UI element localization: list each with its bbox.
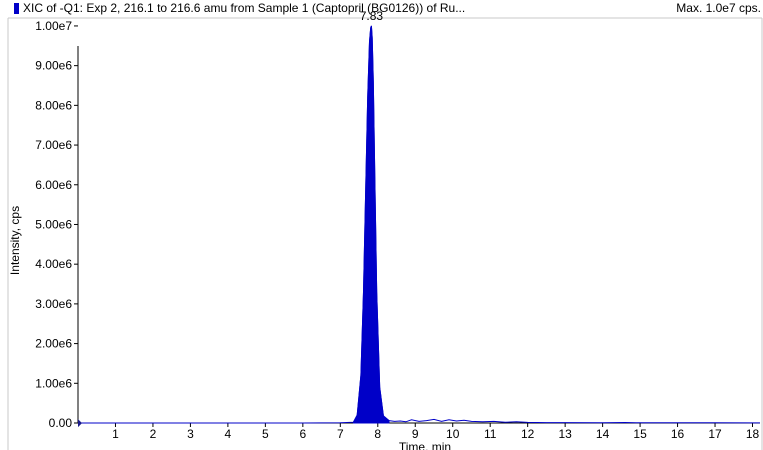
x-tick-label: 2 [150,427,157,441]
chart-title: XIC of -Q1: Exp 2, 216.1 to 216.6 amu fr… [23,1,466,15]
x-tick-label: 15 [633,427,647,441]
y-axis-title: Intensity, cps [8,206,22,275]
series-color-swatch [14,3,19,14]
y-tick-label: 9.00e6 [35,59,72,73]
y-tick-label: 2.00e6 [35,337,72,351]
peak-area [352,25,390,424]
x-tick-label: 4 [225,427,232,441]
x-tick-label: 12 [521,427,535,441]
x-tick-label: 11 [484,427,497,441]
baseline-marker-icon [78,419,82,428]
y-tick-label: 6.00e6 [35,178,72,192]
max-intensity-label: Max. 1.0e7 cps. [676,1,761,15]
x-tick-label: 3 [187,427,194,441]
y-tick-label: 8.00e6 [35,98,72,112]
chart-header: XIC of -Q1: Exp 2, 216.1 to 216.6 amu fr… [0,0,763,18]
xic-trace [78,25,760,424]
series-layer [78,25,760,424]
x-tick-label: 13 [558,427,572,441]
x-tick-label: 16 [671,427,685,441]
x-tick-label: 6 [299,427,306,441]
peak-label: 7.83 [360,9,384,23]
x-axis: 1 2 3 4 5 6 7 8 9 10 11 12 13 14 15 16 17 18 [78,422,760,441]
x-tick-label: 10 [446,427,460,441]
x-tick-label: 14 [596,427,610,441]
y-tick-label: 0.00 [49,416,73,430]
x-tick-label: 8 [374,427,381,441]
y-tick-label: 1.00e6 [35,376,72,390]
x-axis-title: Time, min [399,440,451,450]
y-tick-label: 4.00e6 [35,257,72,271]
y-tick-label: 1.00e7 [35,19,72,33]
y-tick-label: 3.00e6 [35,297,72,311]
x-tick-label: 9 [412,427,419,441]
y-tick-label: 7.00e6 [35,138,72,152]
y-axis: 0.00 1.00e6 2.00e6 3.00e6 4.00e6 5.00e6 6.00e6… [35,19,79,430]
y-tick-label: 5.00e6 [35,217,72,231]
x-tick-label: 1 [112,427,119,441]
x-tick-label: 7 [337,427,344,441]
x-tick-label: 5 [262,427,269,441]
x-tick-label: 18 [746,427,760,441]
x-tick-label: 17 [708,427,722,441]
